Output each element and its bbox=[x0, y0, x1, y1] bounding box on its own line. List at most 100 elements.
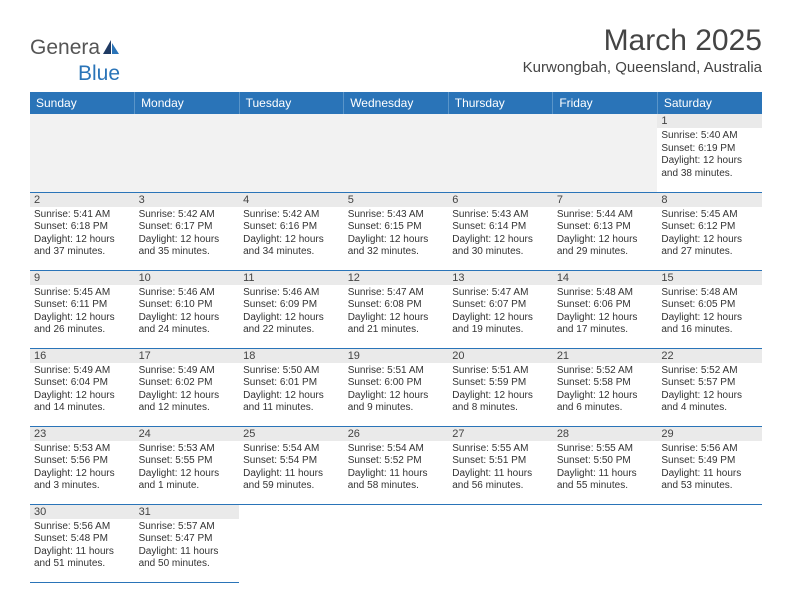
calendar-page: Genera March 2025 Kurwongbah, Queensland… bbox=[0, 0, 792, 583]
calendar-day-cell: 27Sunrise: 5:55 AMSunset: 5:51 PMDayligh… bbox=[448, 426, 553, 504]
calendar-day-cell: 8Sunrise: 5:45 AMSunset: 6:12 PMDaylight… bbox=[657, 192, 762, 270]
day-number: 9 bbox=[30, 271, 135, 285]
sunset-text: Sunset: 5:52 PM bbox=[348, 455, 445, 468]
calendar-day-cell: 11Sunrise: 5:46 AMSunset: 6:09 PMDayligh… bbox=[239, 270, 344, 348]
sunset-text: Sunset: 6:02 PM bbox=[139, 377, 236, 390]
day-details: Sunrise: 5:40 AMSunset: 6:19 PMDaylight:… bbox=[657, 128, 762, 182]
calendar-header-row: SundayMondayTuesdayWednesdayThursdayFrid… bbox=[30, 92, 762, 114]
sunrise-text: Sunrise: 5:56 AM bbox=[34, 521, 131, 534]
day-details: Sunrise: 5:44 AMSunset: 6:13 PMDaylight:… bbox=[553, 207, 658, 261]
calendar-empty-cell bbox=[344, 504, 449, 582]
day-details: Sunrise: 5:45 AMSunset: 6:12 PMDaylight:… bbox=[657, 207, 762, 261]
daylight-text: Daylight: 12 hours and 27 minutes. bbox=[661, 234, 758, 259]
sunrise-text: Sunrise: 5:49 AM bbox=[139, 365, 236, 378]
sunrise-text: Sunrise: 5:40 AM bbox=[661, 130, 758, 143]
sunset-text: Sunset: 5:55 PM bbox=[139, 455, 236, 468]
day-details: Sunrise: 5:42 AMSunset: 6:17 PMDaylight:… bbox=[135, 207, 240, 261]
daylight-text: Daylight: 12 hours and 6 minutes. bbox=[557, 390, 654, 415]
sunset-text: Sunset: 6:01 PM bbox=[243, 377, 340, 390]
sunrise-text: Sunrise: 5:45 AM bbox=[34, 287, 131, 300]
sunrise-text: Sunrise: 5:52 AM bbox=[661, 365, 758, 378]
sunset-text: Sunset: 6:04 PM bbox=[34, 377, 131, 390]
calendar-day-cell: 30Sunrise: 5:56 AMSunset: 5:48 PMDayligh… bbox=[30, 504, 135, 582]
daylight-text: Daylight: 12 hours and 16 minutes. bbox=[661, 312, 758, 337]
sunrise-text: Sunrise: 5:51 AM bbox=[452, 365, 549, 378]
sunset-text: Sunset: 6:19 PM bbox=[661, 143, 758, 156]
weekday-header: Tuesday bbox=[239, 92, 344, 114]
day-number: 7 bbox=[553, 193, 658, 207]
day-number: 18 bbox=[239, 349, 344, 363]
calendar-day-cell: 12Sunrise: 5:47 AMSunset: 6:08 PMDayligh… bbox=[344, 270, 449, 348]
calendar-empty-cell bbox=[448, 504, 553, 582]
day-details: Sunrise: 5:41 AMSunset: 6:18 PMDaylight:… bbox=[30, 207, 135, 261]
day-details: Sunrise: 5:48 AMSunset: 6:05 PMDaylight:… bbox=[657, 285, 762, 339]
day-number: 22 bbox=[657, 349, 762, 363]
daylight-text: Daylight: 12 hours and 8 minutes. bbox=[452, 390, 549, 415]
calendar-day-cell: 1Sunrise: 5:40 AMSunset: 6:19 PMDaylight… bbox=[657, 114, 762, 192]
day-details: Sunrise: 5:46 AMSunset: 6:10 PMDaylight:… bbox=[135, 285, 240, 339]
day-details: Sunrise: 5:57 AMSunset: 5:47 PMDaylight:… bbox=[135, 519, 240, 573]
calendar-empty-cell bbox=[553, 504, 658, 582]
page-title: March 2025 bbox=[523, 24, 762, 57]
sunset-text: Sunset: 5:50 PM bbox=[557, 455, 654, 468]
calendar-day-cell: 15Sunrise: 5:48 AMSunset: 6:05 PMDayligh… bbox=[657, 270, 762, 348]
calendar-day-cell: 4Sunrise: 5:42 AMSunset: 6:16 PMDaylight… bbox=[239, 192, 344, 270]
sunset-text: Sunset: 6:14 PM bbox=[452, 221, 549, 234]
sunset-text: Sunset: 6:11 PM bbox=[34, 299, 131, 312]
day-number: 1 bbox=[657, 114, 762, 128]
calendar-empty-cell bbox=[239, 114, 344, 192]
day-details: Sunrise: 5:53 AMSunset: 5:55 PMDaylight:… bbox=[135, 441, 240, 495]
logo: Genera bbox=[30, 24, 122, 60]
day-number: 19 bbox=[344, 349, 449, 363]
day-number: 15 bbox=[657, 271, 762, 285]
calendar-day-cell: 3Sunrise: 5:42 AMSunset: 6:17 PMDaylight… bbox=[135, 192, 240, 270]
day-details: Sunrise: 5:48 AMSunset: 6:06 PMDaylight:… bbox=[553, 285, 658, 339]
sunset-text: Sunset: 6:08 PM bbox=[348, 299, 445, 312]
calendar-day-cell: 18Sunrise: 5:50 AMSunset: 6:01 PMDayligh… bbox=[239, 348, 344, 426]
calendar-day-cell: 29Sunrise: 5:56 AMSunset: 5:49 PMDayligh… bbox=[657, 426, 762, 504]
day-number: 28 bbox=[553, 427, 658, 441]
sail-icon bbox=[102, 37, 120, 61]
calendar-day-cell: 16Sunrise: 5:49 AMSunset: 6:04 PMDayligh… bbox=[30, 348, 135, 426]
day-details: Sunrise: 5:55 AMSunset: 5:51 PMDaylight:… bbox=[448, 441, 553, 495]
day-details: Sunrise: 5:53 AMSunset: 5:56 PMDaylight:… bbox=[30, 441, 135, 495]
daylight-text: Daylight: 12 hours and 24 minutes. bbox=[139, 312, 236, 337]
day-number: 20 bbox=[448, 349, 553, 363]
daylight-text: Daylight: 12 hours and 17 minutes. bbox=[557, 312, 654, 337]
calendar-day-cell: 5Sunrise: 5:43 AMSunset: 6:15 PMDaylight… bbox=[344, 192, 449, 270]
calendar-table: SundayMondayTuesdayWednesdayThursdayFrid… bbox=[30, 92, 762, 583]
calendar-empty-cell bbox=[657, 504, 762, 582]
sunset-text: Sunset: 6:17 PM bbox=[139, 221, 236, 234]
sunrise-text: Sunrise: 5:46 AM bbox=[139, 287, 236, 300]
sunset-text: Sunset: 6:09 PM bbox=[243, 299, 340, 312]
calendar-day-cell: 20Sunrise: 5:51 AMSunset: 5:59 PMDayligh… bbox=[448, 348, 553, 426]
daylight-text: Daylight: 12 hours and 3 minutes. bbox=[34, 468, 131, 493]
day-number: 30 bbox=[30, 505, 135, 519]
sunrise-text: Sunrise: 5:42 AM bbox=[243, 209, 340, 222]
sunrise-text: Sunrise: 5:45 AM bbox=[661, 209, 758, 222]
sunrise-text: Sunrise: 5:53 AM bbox=[139, 443, 236, 456]
sunrise-text: Sunrise: 5:55 AM bbox=[452, 443, 549, 456]
weekday-header: Saturday bbox=[657, 92, 762, 114]
day-details: Sunrise: 5:43 AMSunset: 6:15 PMDaylight:… bbox=[344, 207, 449, 261]
sunset-text: Sunset: 6:05 PM bbox=[661, 299, 758, 312]
weekday-header: Thursday bbox=[448, 92, 553, 114]
logo-text-2: Blue bbox=[30, 62, 762, 86]
calendar-day-cell: 24Sunrise: 5:53 AMSunset: 5:55 PMDayligh… bbox=[135, 426, 240, 504]
daylight-text: Daylight: 12 hours and 32 minutes. bbox=[348, 234, 445, 259]
daylight-text: Daylight: 12 hours and 34 minutes. bbox=[243, 234, 340, 259]
daylight-text: Daylight: 12 hours and 11 minutes. bbox=[243, 390, 340, 415]
calendar-body: 1Sunrise: 5:40 AMSunset: 6:19 PMDaylight… bbox=[30, 114, 762, 582]
daylight-text: Daylight: 12 hours and 22 minutes. bbox=[243, 312, 340, 337]
sunset-text: Sunset: 5:57 PM bbox=[661, 377, 758, 390]
day-number: 24 bbox=[135, 427, 240, 441]
calendar-week-row: 30Sunrise: 5:56 AMSunset: 5:48 PMDayligh… bbox=[30, 504, 762, 582]
sunset-text: Sunset: 5:47 PM bbox=[139, 533, 236, 546]
day-details: Sunrise: 5:42 AMSunset: 6:16 PMDaylight:… bbox=[239, 207, 344, 261]
daylight-text: Daylight: 12 hours and 37 minutes. bbox=[34, 234, 131, 259]
day-details: Sunrise: 5:51 AMSunset: 6:00 PMDaylight:… bbox=[344, 363, 449, 417]
sunrise-text: Sunrise: 5:57 AM bbox=[139, 521, 236, 534]
day-number: 4 bbox=[239, 193, 344, 207]
calendar-day-cell: 10Sunrise: 5:46 AMSunset: 6:10 PMDayligh… bbox=[135, 270, 240, 348]
logo-text-1: Genera bbox=[30, 36, 100, 60]
